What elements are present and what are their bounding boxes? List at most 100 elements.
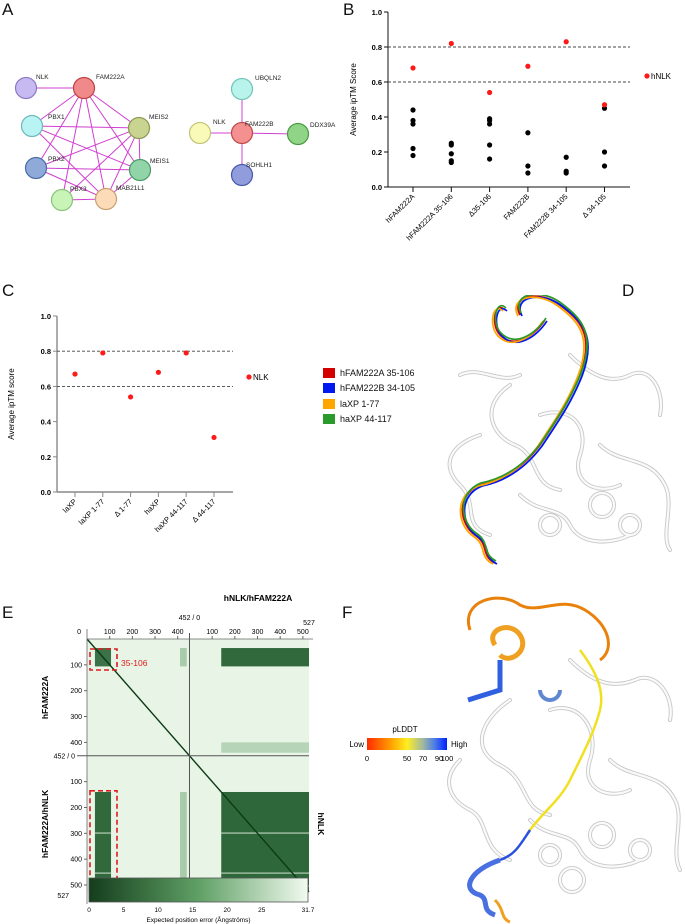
network-node-nlk: NLK (14, 74, 49, 100)
plddt-tick: 70 (419, 754, 427, 763)
network-node-ubqln2: UBQLN2 (230, 75, 281, 101)
x-tick-label: laXP (61, 497, 79, 515)
y-tick-label: 200 (70, 688, 82, 695)
heatmap-title: hNLK/hFAM222A (224, 593, 292, 603)
plddt-tick: 100 (441, 754, 454, 763)
end-label-left: 527 (57, 893, 69, 900)
data-point (410, 121, 416, 127)
y-tick-label: 0.0 (41, 488, 51, 497)
network-node-pbx2: PBX2 (24, 156, 65, 180)
x-tick-label: Δ 1-77 (112, 497, 134, 519)
x-tick-label: haXP (142, 497, 161, 516)
svg-text:NLK: NLK (213, 119, 226, 126)
x-tick-label: 500 (297, 629, 309, 636)
data-point (448, 151, 454, 157)
plddt-title: pLDDT (392, 725, 417, 734)
data-point (563, 170, 569, 176)
network-node-pbx3: PBX3 (50, 186, 87, 212)
network-node-pbx1: PBX1 (20, 114, 65, 138)
data-point (525, 163, 531, 169)
data-point (487, 121, 493, 127)
x-tick-label: 300 (149, 629, 161, 636)
x-tick-label: 400 (274, 629, 286, 636)
y-axis-label-top: hFAM222A (40, 676, 50, 719)
y-tick-label: 0.6 (372, 78, 382, 87)
panel-letter-b: B (343, 0, 355, 19)
data-point (487, 142, 493, 148)
svg-text:FAM222A: FAM222A (96, 74, 125, 81)
legend-label: hNLK (651, 72, 672, 81)
svg-text:MAB21L1: MAB21L1 (116, 185, 145, 192)
colorbar-tick: 10 (154, 907, 162, 914)
y-tick-label: 100 (70, 779, 82, 786)
network-node-sohlh1: SOHLH1 (230, 162, 272, 187)
svg-text:UBQLN2: UBQLN2 (255, 75, 281, 82)
legend-swatch (323, 414, 335, 425)
y-tick-label: 0.8 (41, 347, 51, 356)
data-point-nlk (128, 394, 134, 400)
network-node-fam222a: FAM222A (72, 74, 125, 100)
y-tick-label: 300 (70, 714, 82, 721)
y-tick-label: 100 (70, 662, 82, 669)
x-tick-label: Δ 34-105 (580, 192, 608, 220)
network-node-ddx39a: DDX39A (286, 122, 336, 146)
svg-text:FAM222B: FAM222B (245, 121, 274, 128)
svg-text:PBX1: PBX1 (48, 114, 65, 121)
data-point (448, 159, 454, 166)
legend-label: NLK (253, 373, 269, 382)
highlight-label: 35-106 (121, 658, 148, 668)
data-point-nlk (72, 371, 78, 377)
y-tick-label: 0.6 (41, 382, 51, 391)
colorbar-tick: 0 (87, 907, 91, 914)
legend-label: hFAM222B 34-105 (340, 383, 416, 394)
chart-b: 0.0 0.2 0.4 0.6 0.8 1.0 Average ipTM Score hFAM… (349, 8, 672, 242)
svg-text:NLK: NLK (36, 74, 49, 81)
network-node-meis2: MEIS2 (127, 114, 169, 140)
svg-text:SOHLH1: SOHLH1 (246, 162, 272, 169)
legend-swatch (323, 367, 335, 378)
origin-label: 0 (77, 629, 81, 636)
plddt-tick: 0 (365, 754, 369, 763)
colorbar-label: Expected position error (Ångströms) (146, 915, 250, 924)
colorbar-tick: 5 (122, 907, 126, 914)
legend-swatch (323, 383, 335, 394)
svg-text:PBX3: PBX3 (70, 186, 87, 193)
panel-letter-a: A (2, 0, 14, 19)
x-tick-label: 200 (127, 629, 139, 636)
network-node-mab21l1: MAB21L1 (94, 185, 145, 211)
svg-text:PBX2: PBX2 (48, 156, 65, 163)
data-point-hnlk (525, 63, 531, 69)
y-tick-label: 0.8 (372, 43, 382, 52)
data-point-nlk (100, 350, 106, 356)
y-axis-label-bottom: hFAM222A/hNLK (40, 789, 50, 858)
legend-item: hFAM222B 34-105 (323, 381, 415, 397)
svg-text:MEIS1: MEIS1 (150, 158, 170, 165)
structure-f (447, 596, 682, 924)
network-fam222a: NLK FAM222A PBX1 MEIS2 PBX2 MEIS1 PBX3 MAB21L1 (14, 74, 170, 212)
y-tick-label: 200 (70, 805, 82, 812)
data-point (410, 107, 416, 113)
legend-item: haXP 44-117 (323, 412, 415, 428)
legend-item: laXP 1-77 (323, 396, 415, 412)
data-point-nlk (155, 369, 161, 375)
data-point-hnlk (410, 65, 416, 71)
end-label-top: 527 (303, 620, 315, 627)
legend-label: haXP 44-117 (340, 414, 392, 425)
chart-c: 0.0 0.2 0.4 0.6 0.8 1.0 Average ipTM score laXP… (7, 312, 269, 534)
x-tick-label: laXP 1-77 (77, 497, 107, 527)
plddt-gradient (367, 738, 447, 750)
y-tick-label: 1.0 (372, 8, 382, 17)
y-tick-label: 1.0 (41, 312, 51, 321)
x-tick-label: 400 (172, 629, 184, 636)
data-point-hnlk (601, 102, 608, 108)
legend-item: hFAM222A 35-106 (323, 365, 415, 381)
colorbar-tick: 25 (258, 907, 266, 914)
y-axis-label: Average ipTM score (7, 368, 16, 440)
network-node-nlk: NLK (188, 119, 226, 145)
data-point-nlk (183, 350, 189, 356)
x-tick-label: 300 (252, 629, 264, 636)
x-tick-label: 100 (206, 629, 218, 636)
legend-label: hFAM222A 35-106 (340, 367, 415, 378)
